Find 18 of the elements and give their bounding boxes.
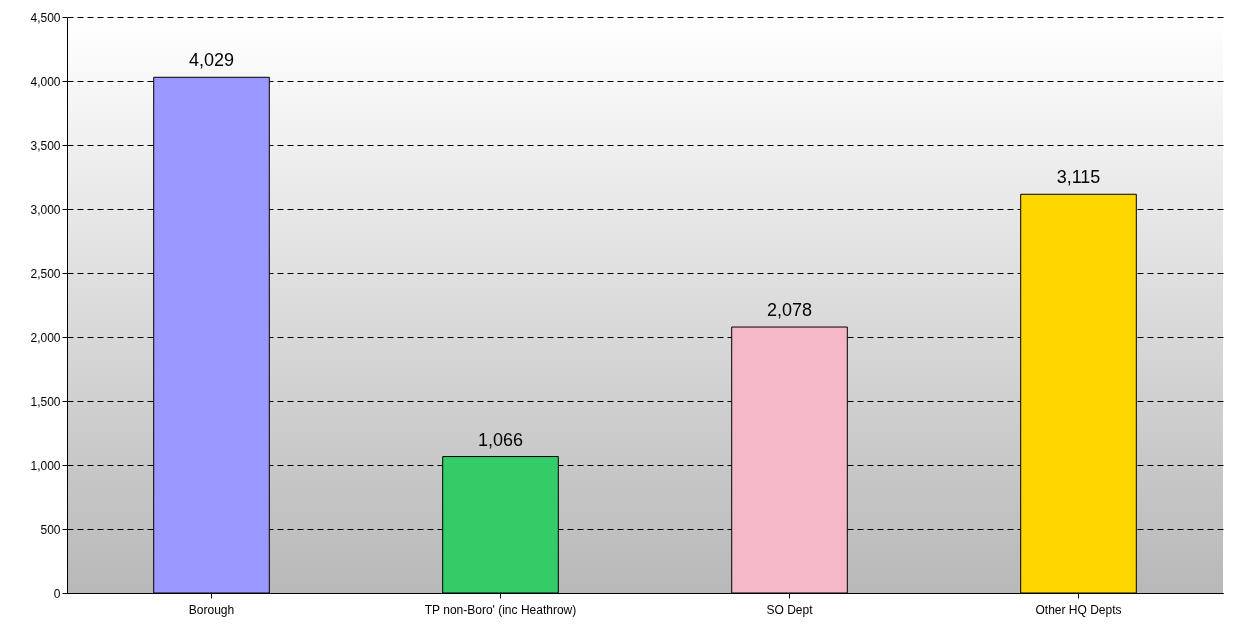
data-label: 4,029 (188, 50, 235, 71)
x-tick-label: SO Dept (766, 602, 814, 617)
y-tick-label: 3,000 (30, 202, 61, 217)
data-label: 1,066 (477, 429, 524, 450)
y-tick-label: 500 (40, 522, 61, 537)
data-label: 2,078 (766, 300, 813, 321)
y-tick-label: 2,500 (30, 266, 61, 281)
x-tick-label: Borough (188, 602, 235, 617)
y-tick-label: 4,500 (30, 10, 61, 25)
x-tick-label: TP non-Boro' (inc Heathrow) (424, 602, 577, 617)
y-tick-label: 3,500 (30, 138, 61, 153)
x-tick-label: Other HQ Depts (1035, 602, 1122, 617)
y-tick-label: 1,000 (30, 458, 61, 473)
y-tick-label: 2,000 (30, 330, 61, 345)
data-label: 3,115 (1056, 167, 1101, 188)
y-tick-label: 4,000 (30, 74, 61, 89)
y-tick-label: 0 (53, 586, 61, 601)
y-tick-label: 1,500 (30, 394, 61, 409)
